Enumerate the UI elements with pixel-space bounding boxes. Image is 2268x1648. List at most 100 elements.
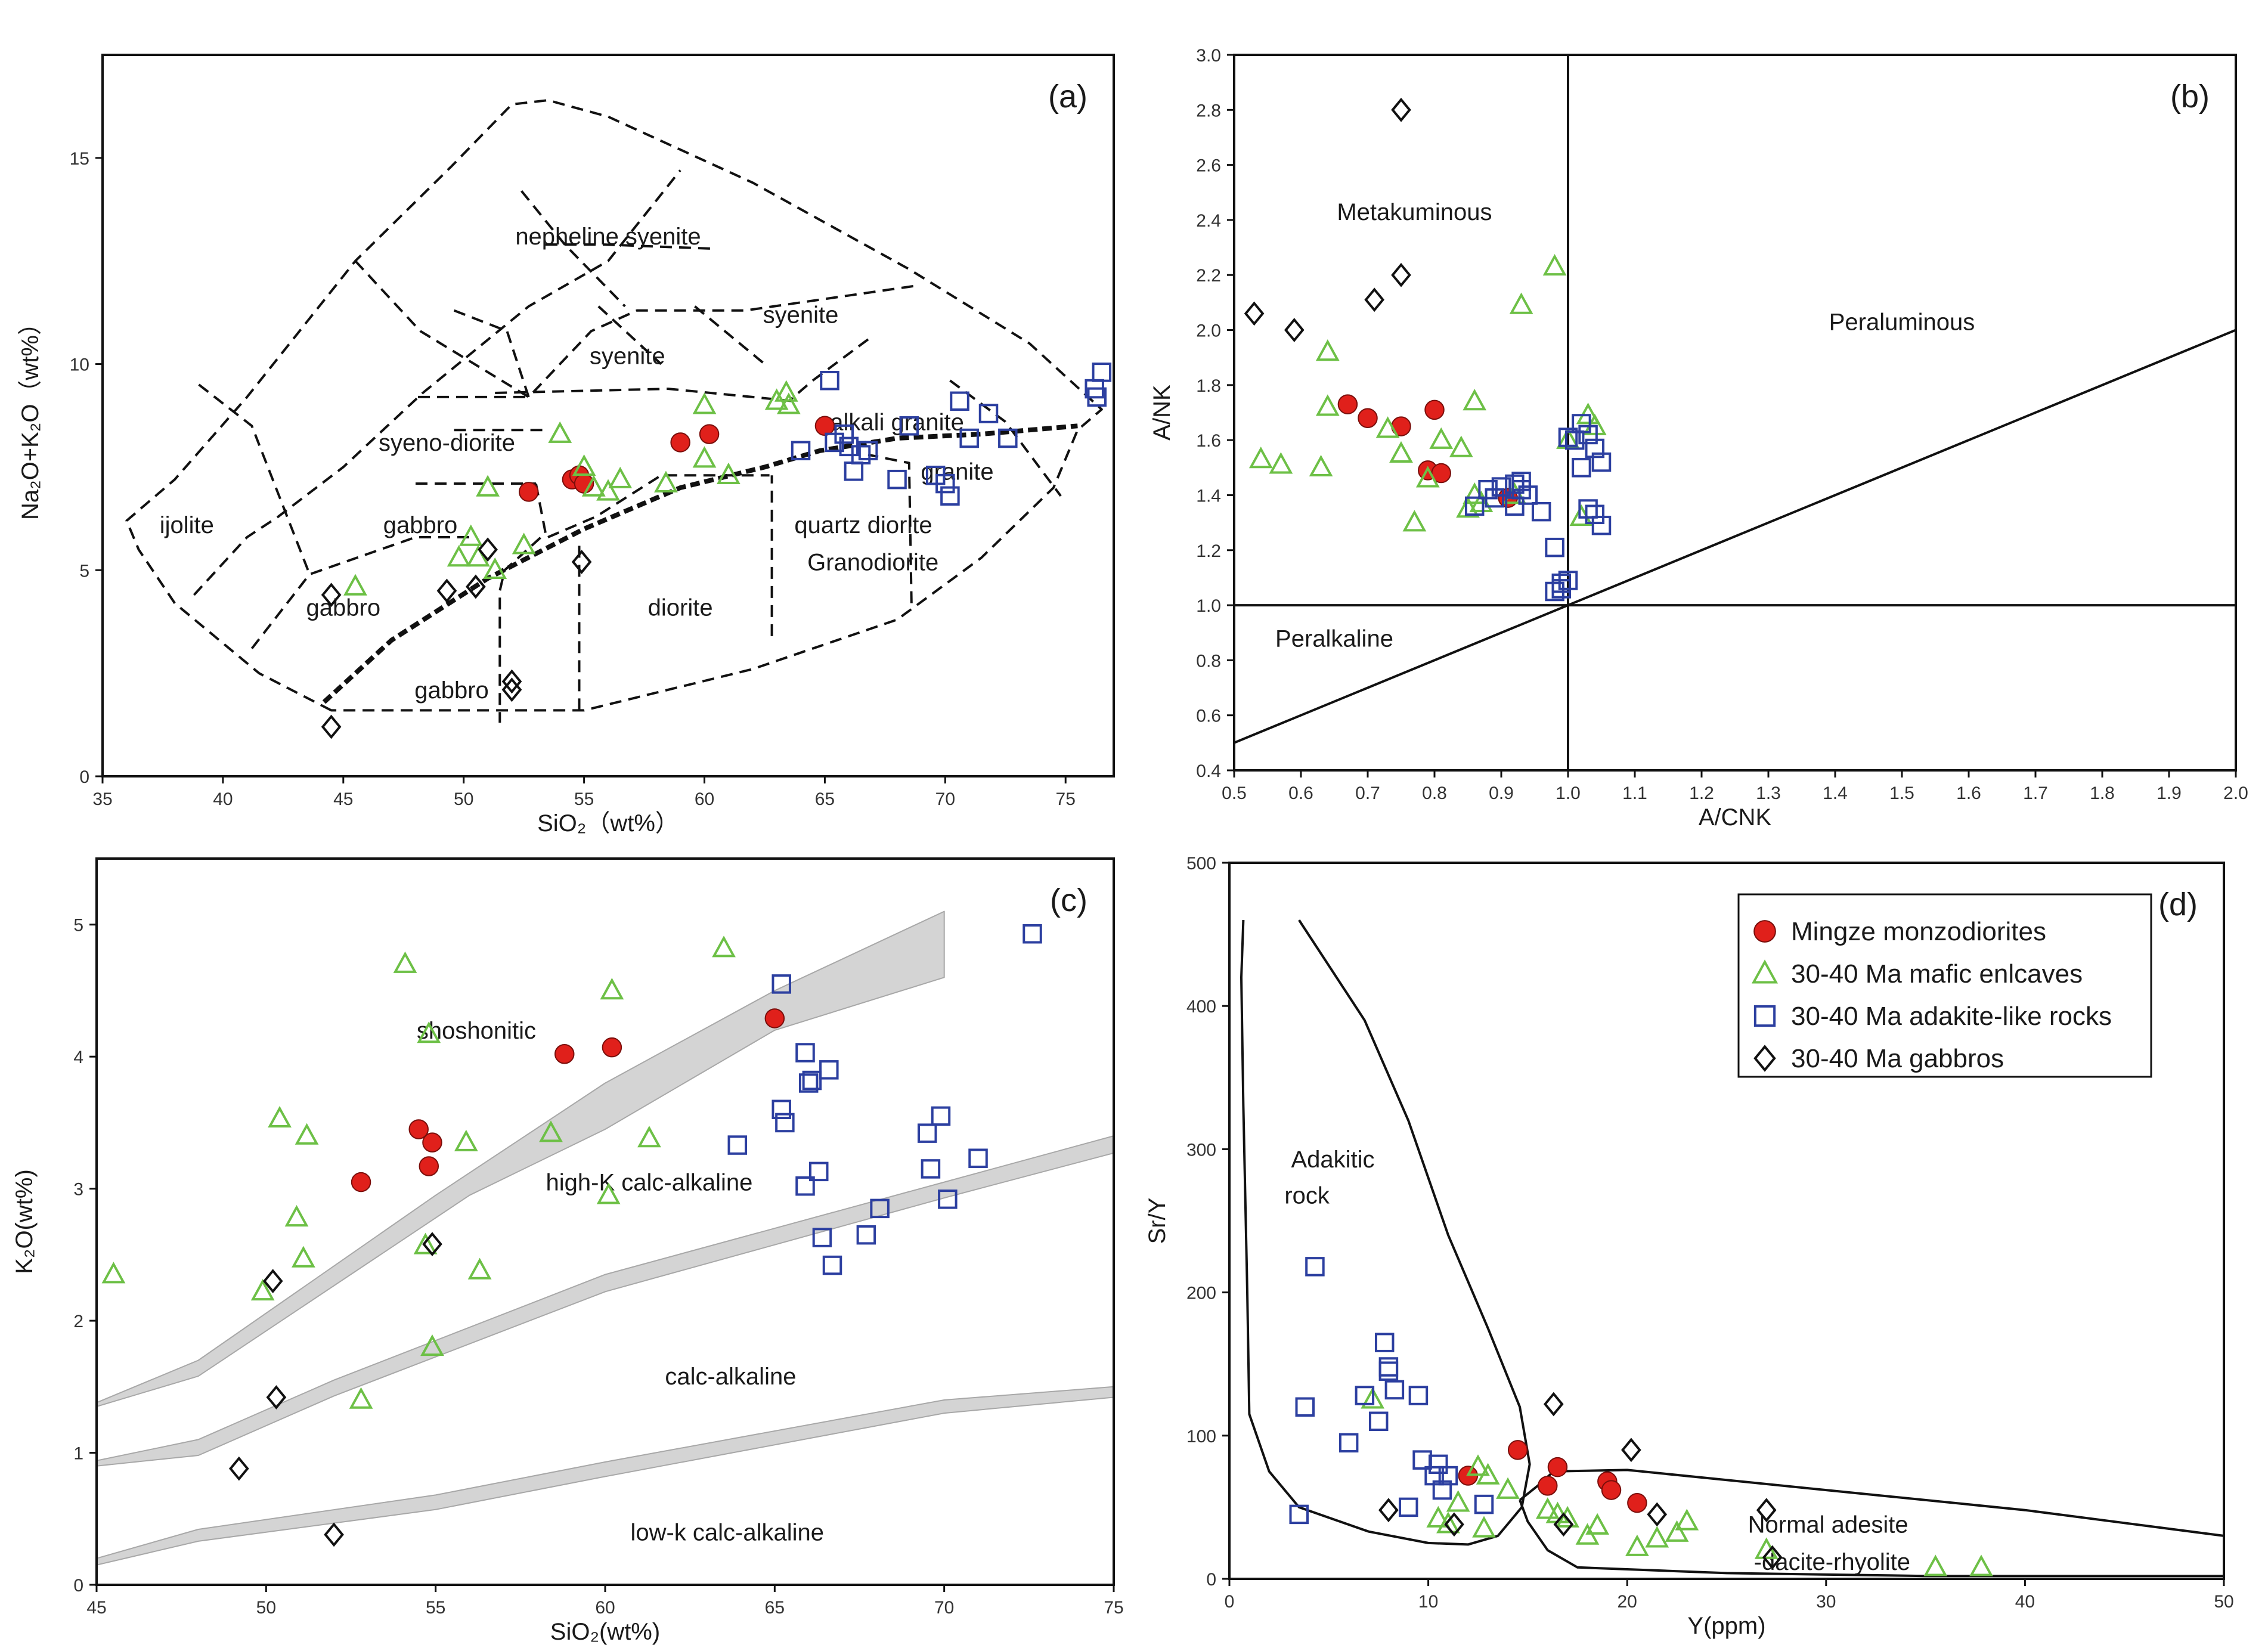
data-point <box>600 978 624 1000</box>
data-point <box>940 486 960 506</box>
data-point <box>1375 416 1400 438</box>
diagonal-line <box>1234 329 2236 744</box>
x-tick-label: 1.9 <box>2157 783 2182 803</box>
data-point <box>1449 435 1473 457</box>
y-axis-title: A/NK <box>1149 385 1175 441</box>
data-point <box>931 1106 951 1126</box>
data-point <box>670 432 690 453</box>
y-tick-label: 2.8 <box>1196 101 1221 120</box>
series-diamond <box>1378 1392 1783 1570</box>
field-label: syeno-diorite <box>379 430 515 456</box>
data-point <box>1969 1554 1993 1576</box>
data-point <box>791 441 811 461</box>
data-point <box>921 1159 941 1179</box>
band-high-k <box>97 1135 1114 1467</box>
data-point <box>938 1189 958 1209</box>
data-point <box>959 428 979 448</box>
data-point <box>820 370 839 391</box>
data-point <box>1627 1492 1647 1513</box>
series-square <box>1289 1257 1494 1525</box>
data-point <box>1535 1497 1560 1519</box>
data-point <box>1585 1513 1610 1535</box>
y-tick-label: 1.0 <box>1196 596 1221 616</box>
data-point <box>851 445 871 464</box>
data-point <box>419 1156 439 1176</box>
field-adakitic-rock <box>1240 919 1531 1546</box>
data-point <box>1505 474 1525 494</box>
x-tick-label: 0.5 <box>1222 783 1247 803</box>
data-point <box>1665 1520 1689 1542</box>
data-point <box>1384 1380 1405 1400</box>
x-axis-title: A/CNK <box>1699 804 1772 831</box>
series-circle <box>1337 394 1518 508</box>
data-point <box>548 421 572 443</box>
data-point <box>284 1204 309 1227</box>
x-tick-label: 1.8 <box>2090 783 2115 803</box>
data-point <box>1538 1476 1558 1496</box>
field-label: Normal adesite <box>1748 1512 1908 1538</box>
legend-marker-square <box>1753 1005 1776 1027</box>
data-point <box>1092 363 1112 382</box>
data-point <box>1295 1397 1315 1417</box>
data-point <box>812 1228 832 1247</box>
x-tick-label: 1.6 <box>1956 783 1981 803</box>
data-point <box>1309 454 1333 477</box>
field-label: gabbro <box>414 677 489 704</box>
x-tick-label: 70 <box>935 789 955 809</box>
x-tick-label: 0.9 <box>1489 783 1514 803</box>
data-point <box>1578 499 1598 519</box>
data-point <box>814 416 835 436</box>
data-point <box>512 532 536 555</box>
panel-label: (a) <box>1048 79 1087 114</box>
field-label: Peraluminous <box>1829 309 1975 336</box>
data-point <box>1426 1505 1451 1528</box>
x-tick-label: 55 <box>574 789 594 809</box>
data-point <box>454 1129 478 1151</box>
series-diamond <box>321 537 592 739</box>
legend-entry: Mingze monzodiorites <box>1791 917 2046 946</box>
data-point <box>1446 1490 1470 1512</box>
boundary <box>546 243 712 250</box>
y-tick-label: 1.2 <box>1196 541 1221 561</box>
x-tick-label: 45 <box>333 789 353 809</box>
x-tick-label: 65 <box>765 1598 785 1618</box>
y-tick-label: 4 <box>73 1048 83 1067</box>
data-point <box>1378 1498 1399 1523</box>
x-tick-label: 20 <box>1618 1592 1637 1612</box>
boundary <box>453 309 530 398</box>
y-tick-label: 1.4 <box>1196 486 1221 506</box>
data-point <box>1509 292 1533 314</box>
y-tick-label: 1.8 <box>1196 376 1221 396</box>
data-point <box>776 392 801 414</box>
data-point <box>1591 452 1612 472</box>
data-point <box>466 545 490 567</box>
data-point <box>1023 924 1042 944</box>
data-point <box>1374 1333 1395 1352</box>
data-point <box>772 974 791 994</box>
data-point <box>1444 1512 1464 1537</box>
data-point <box>809 1161 829 1182</box>
panel-d-frame <box>1228 862 2225 1580</box>
data-point <box>458 524 483 546</box>
data-point <box>596 479 620 501</box>
data-point <box>1398 1497 1418 1517</box>
data-point <box>1315 339 1340 361</box>
data-point <box>1542 253 1567 276</box>
panel-d-plot-area: Adakitic rock Normal adesite -dacite-rhyoli… <box>1240 919 2224 1578</box>
band-calc-alkaline <box>97 1386 1114 1566</box>
data-point <box>1531 501 1551 522</box>
y-tick-label: 2 <box>73 1312 83 1331</box>
data-point <box>1339 1433 1359 1453</box>
data-point <box>654 470 678 492</box>
data-point <box>539 1120 563 1142</box>
panel-d-sry-diagram: Adakitic rock Normal adesite -dacite-rhyoli… <box>1144 854 2234 1639</box>
data-point <box>692 446 717 468</box>
boundary <box>198 383 311 575</box>
data-point <box>1337 394 1358 414</box>
data-point <box>501 669 522 694</box>
y-axis-title: Na₂O+K₂O（wt%） <box>17 311 44 520</box>
data-point <box>819 1060 839 1080</box>
x-tick-label: 75 <box>1056 789 1076 809</box>
